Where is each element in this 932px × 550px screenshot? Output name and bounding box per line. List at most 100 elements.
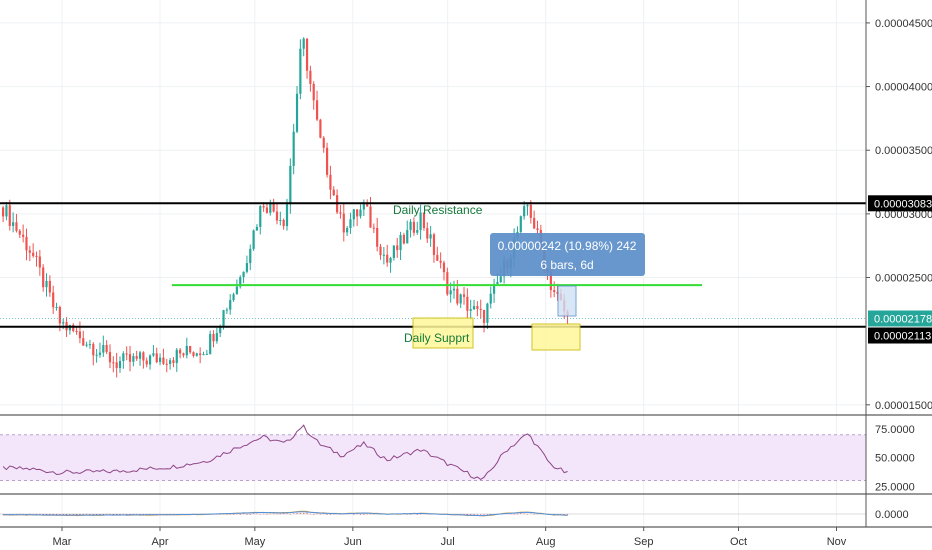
macd-histogram-bar (102, 514, 104, 515)
candle-body (362, 204, 365, 210)
macd-histogram-bar (289, 513, 291, 515)
price-badge-label: 0.00003083 (874, 198, 932, 210)
candle-body (342, 213, 345, 233)
candle-body (449, 290, 452, 295)
macd-histogram-bar (129, 514, 131, 515)
macd-histogram-bar (369, 513, 372, 515)
candle-body (372, 227, 375, 229)
candle-body (322, 137, 325, 148)
macd-line (3, 511, 568, 517)
candle-body (108, 352, 112, 363)
measure-tooltip (490, 233, 645, 276)
macd-histogram-bar (466, 514, 468, 515)
candle-body (172, 360, 175, 364)
macd-histogram-bar (516, 513, 519, 515)
macd-histogram-bar (359, 514, 362, 515)
price-badge (868, 327, 932, 344)
macd-histogram-bar (99, 514, 101, 515)
candle-body (436, 254, 439, 261)
candle-body (309, 70, 312, 84)
candle-body (406, 230, 409, 244)
macd-histogram-bar (136, 513, 138, 515)
macd-tick-label: 0.0000 (875, 509, 909, 521)
candle-body (262, 206, 265, 208)
support-highlight-box-1 (412, 317, 474, 349)
macd-histogram-bar (363, 514, 365, 515)
candle-body (469, 309, 472, 311)
candle-body (205, 353, 208, 355)
candle-body (402, 234, 405, 244)
y-tick-label: 0.00003000 (875, 209, 932, 221)
macd-histogram-bar (126, 514, 128, 515)
candle-body (462, 294, 466, 297)
macd-histogram-bar (533, 513, 535, 515)
macd-histogram-bar (132, 514, 134, 515)
candle-body (392, 245, 395, 258)
macd-histogram-bar (263, 513, 265, 515)
macd-histogram-bar (319, 513, 321, 515)
candle-body (446, 272, 449, 295)
candle-body (102, 345, 105, 353)
macd-histogram-bar (106, 513, 108, 515)
macd-histogram-bar (456, 513, 458, 515)
macd-histogram-bar (96, 514, 98, 515)
candle-body (115, 362, 118, 369)
macd-histogram-bar (22, 513, 24, 515)
macd-histogram-bar (473, 514, 475, 515)
macd-histogram-bar (239, 514, 241, 515)
macd-histogram-bar (79, 514, 81, 515)
candle-body (259, 206, 262, 227)
candle-body (349, 219, 352, 229)
macd-histogram-bar (476, 514, 478, 515)
rsi-band (0, 434, 866, 481)
macd-histogram-bar (313, 514, 315, 515)
x-tick-label: Jul (441, 536, 455, 548)
candle-body (312, 83, 315, 101)
x-tick-label: May (244, 536, 265, 548)
macd-histogram-bar (169, 513, 171, 515)
candle-body (325, 147, 329, 175)
candle-body (519, 216, 522, 232)
macd-histogram-bar (409, 514, 412, 515)
candle-body (255, 226, 259, 231)
macd-histogram-bar (486, 513, 488, 515)
candle-body (92, 344, 95, 356)
candle-body (386, 254, 389, 263)
candle-body (492, 284, 496, 294)
macd-histogram-bar (42, 514, 44, 515)
candle-body (82, 338, 85, 346)
macd-histogram-bar (366, 513, 368, 515)
candle-body (175, 349, 178, 364)
candle-body (456, 288, 459, 304)
macd-histogram-bar (460, 514, 462, 515)
macd-histogram-bar (62, 514, 64, 515)
candle-body (148, 355, 152, 365)
candle-body (526, 204, 529, 207)
macd-histogram-bar (329, 514, 332, 515)
macd-histogram-bar (563, 514, 565, 515)
candle-body (292, 131, 295, 166)
candle-body (366, 204, 369, 207)
candle-body (549, 272, 552, 291)
macd-histogram-bar (242, 513, 245, 515)
macd-histogram-bar (119, 514, 121, 515)
candle-body (329, 174, 332, 190)
candle-body (239, 277, 242, 287)
macd-histogram-bar (249, 514, 251, 515)
x-tick-label: Jun (344, 536, 362, 548)
macd-histogram-bar (556, 514, 559, 515)
candle-body (496, 282, 499, 285)
candle-body (158, 357, 162, 363)
x-tick-label: Aug (536, 536, 556, 548)
candle-body (215, 333, 218, 342)
candle-body (12, 222, 15, 226)
candle-body (132, 356, 135, 362)
macd-histogram-bar (86, 513, 88, 515)
candle-body (523, 206, 526, 217)
candle-body (128, 354, 132, 362)
candle-body (529, 204, 532, 218)
candle-body (52, 292, 55, 308)
candle-body (145, 360, 148, 365)
macd-histogram-bar (92, 514, 94, 515)
